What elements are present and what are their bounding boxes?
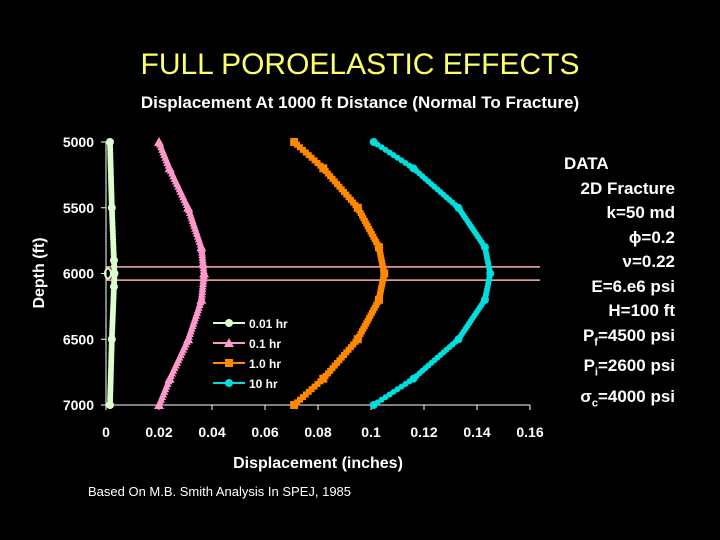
- x-tick-label: 0.16: [516, 424, 543, 440]
- x-tick-label: 0.06: [251, 424, 278, 440]
- data-point: [183, 334, 194, 344]
- data-panel-line: k=50 md: [606, 203, 675, 222]
- data-panel-line: H=100 ft: [608, 301, 675, 320]
- data-point: [380, 269, 389, 278]
- x-axis-label: Displacement (inches): [233, 455, 403, 472]
- data-point: [353, 203, 362, 212]
- data-point: [183, 202, 194, 212]
- data-point: [105, 401, 114, 409]
- y-tick-label: 5000: [63, 134, 94, 150]
- chart-title: FULL POROELASTIC EFFECTS: [140, 48, 580, 81]
- data-point: [369, 138, 378, 146]
- legend-label: 10 hr: [249, 377, 278, 391]
- chart-subtitle: Displacement At 1000 ft Distance (Normal…: [140, 93, 580, 112]
- x-tick-label: 0.04: [198, 424, 225, 440]
- x-tick-label: 0.08: [304, 424, 331, 440]
- data-point: [196, 242, 207, 252]
- data-point: [486, 269, 495, 278]
- data-point: [199, 268, 210, 278]
- legend-label: 0.01 hr: [249, 317, 288, 331]
- data-point: [164, 373, 175, 383]
- data-point: [107, 203, 116, 212]
- data-panel-line: E=6.e6 psi: [591, 276, 675, 296]
- data-point: [164, 163, 175, 173]
- data-panel-line: Pf=4500 psi: [582, 325, 675, 348]
- data-point: [374, 295, 383, 304]
- y-axis-label: Depth (ft): [31, 237, 48, 308]
- x-tick-label: 0.02: [145, 424, 172, 440]
- series-line: [157, 141, 206, 406]
- data-panel-line: ν=0.22: [622, 252, 675, 271]
- data-point: [353, 335, 362, 344]
- legend-marker: [225, 359, 233, 367]
- legend-label: 1.0 hr: [249, 357, 281, 371]
- data-panel: DATA 2D Fracture k=50 md ϕ=0.2 ν=0.22 E=6.e6…: [540, 152, 675, 416]
- outlier-marker: [104, 267, 112, 280]
- data-point: [107, 335, 116, 344]
- data-point: [154, 400, 164, 409]
- data-point: [369, 401, 378, 409]
- legend-marker: [225, 379, 233, 387]
- y-tick-label: 6500: [63, 331, 94, 347]
- data-point: [109, 256, 118, 265]
- data-point: [409, 164, 418, 173]
- legend-marker: [224, 338, 234, 347]
- data-point: [480, 295, 489, 304]
- legend-marker: [225, 319, 233, 327]
- x-tick-label: 0: [102, 424, 110, 440]
- legend-box: [206, 312, 296, 396]
- data-point: [196, 294, 207, 304]
- data-point: [409, 374, 418, 383]
- data-point: [290, 401, 299, 409]
- footnote: Based On M.B. Smith Analysis In SPEJ, 19…: [88, 484, 352, 499]
- data-point: [290, 138, 299, 146]
- data-point: [109, 282, 118, 291]
- y-tick-label: 7000: [63, 397, 94, 413]
- x-tick-label: 0.14: [463, 424, 490, 440]
- data-point: [105, 138, 114, 146]
- data-point: [319, 164, 328, 173]
- data-point: [154, 137, 164, 146]
- data-point: [110, 269, 119, 278]
- data-point: [374, 243, 383, 252]
- data-point: [480, 243, 489, 252]
- x-tick-label: 0.12: [410, 424, 437, 440]
- data-panel-line: σc=4000 psi: [580, 387, 675, 410]
- data-point: [454, 203, 463, 212]
- x-tick-label: 0.1: [361, 424, 381, 440]
- y-tick-label: 5500: [63, 200, 94, 216]
- data-panel-line: Pi=2600 psi: [583, 356, 675, 379]
- data-panel-line: 2D Fracture: [580, 178, 675, 198]
- data-point: [454, 335, 463, 344]
- data-panel-heading: DATA: [564, 154, 609, 173]
- legend-label: 0.1 hr: [249, 337, 281, 351]
- y-tick-label: 6000: [63, 266, 94, 282]
- data-panel-line: ϕ=0.2: [628, 227, 675, 247]
- data-point: [319, 374, 328, 383]
